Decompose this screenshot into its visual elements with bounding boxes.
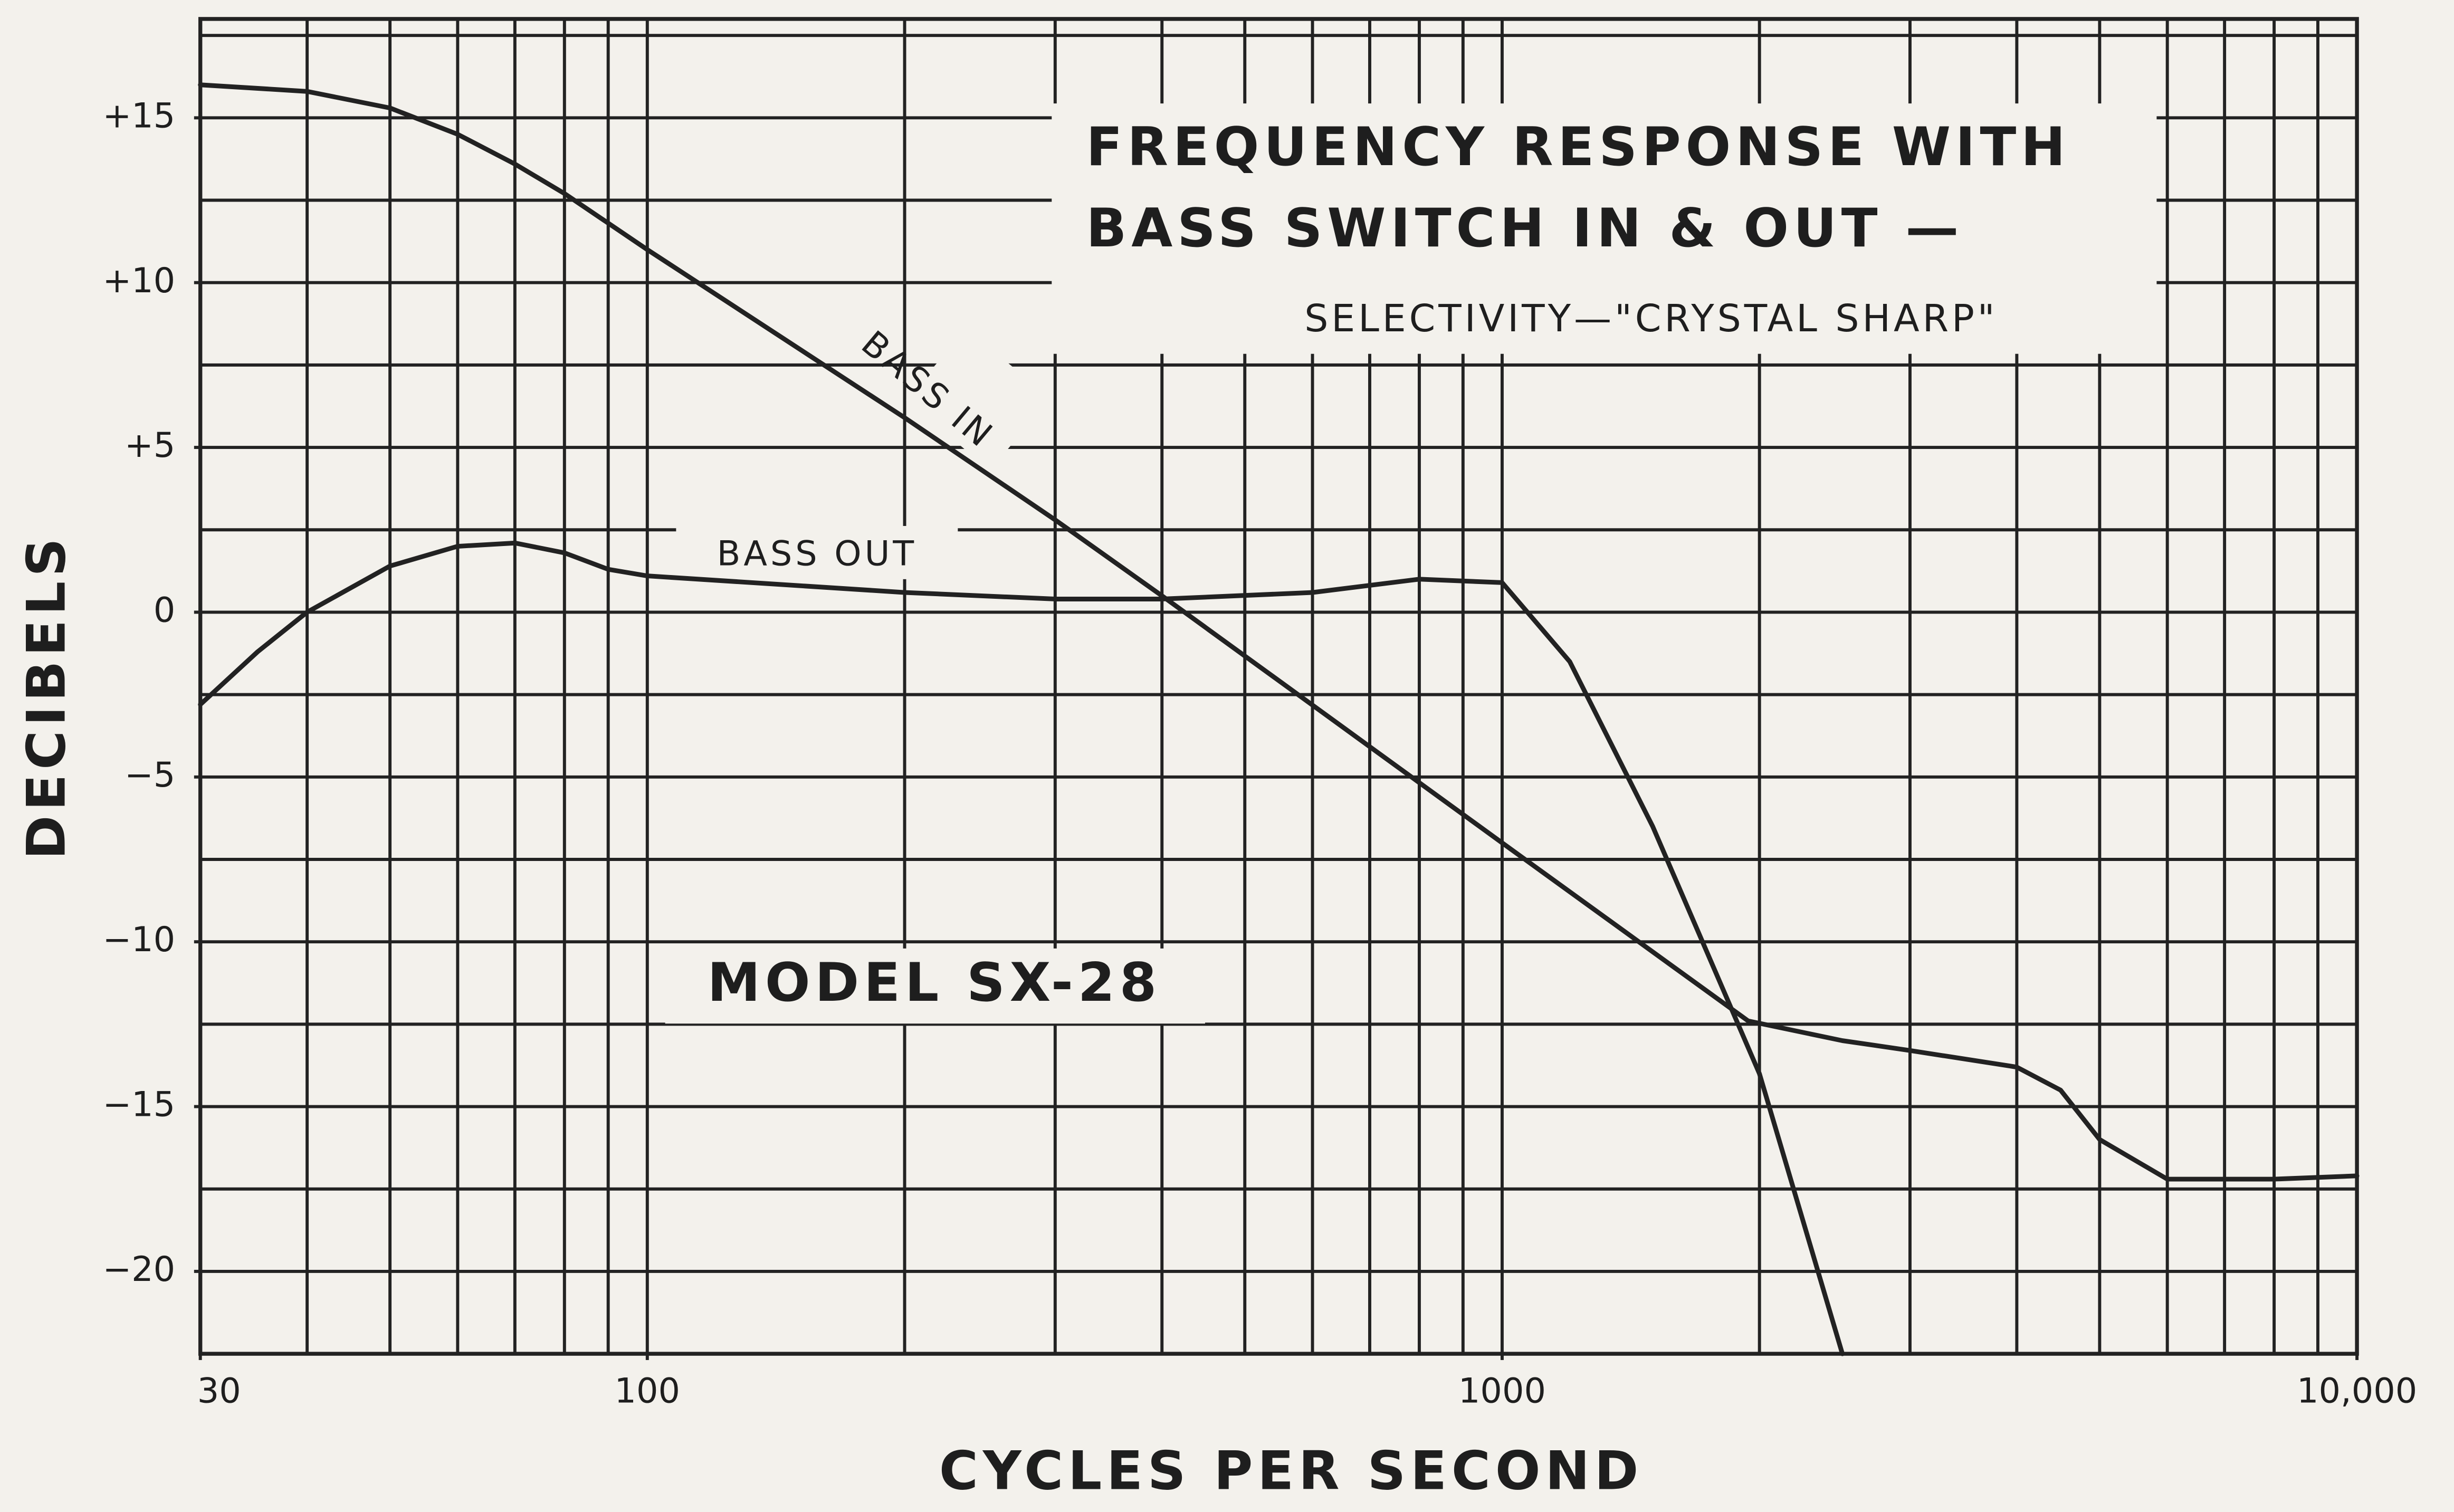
label-box	[676, 525, 958, 579]
label-box	[906, 328, 1051, 471]
chart-title-line2: BASS SWITCH IN & OUT —	[1086, 197, 1964, 259]
y-tick-label: +5	[125, 425, 175, 465]
chart-title: FREQUENCY RESPONSE WITH	[1086, 116, 2070, 178]
y-tick-label: 0	[154, 590, 176, 630]
y-axis-label: DECIBELS	[15, 533, 78, 859]
annotation-box	[665, 948, 1205, 1024]
y-tick-label: +10	[103, 261, 176, 301]
plot	[198, 82, 2360, 1356]
y-tick-label: +15	[103, 95, 176, 136]
annotation: MODEL SX-28	[708, 951, 1161, 1013]
chart-subtitle: SELECTIVITY—"CRYSTAL SHARP"	[1304, 296, 1998, 340]
y-tick-label: −10	[103, 920, 176, 960]
title-box	[1052, 103, 2157, 354]
x-tick-label: 1000	[1458, 1371, 1546, 1411]
y-tick-label: −20	[103, 1249, 176, 1289]
y-tick-label: −5	[125, 755, 175, 795]
x-tick-label: 10,000	[2297, 1371, 2417, 1411]
x-tick-label: 30	[197, 1371, 241, 1411]
x-tick-label: 100	[615, 1371, 681, 1411]
series-label: BASS OUT	[717, 533, 917, 573]
series-line	[198, 540, 1845, 1356]
series-line	[198, 82, 2360, 1182]
y-tick-label: −15	[103, 1085, 176, 1125]
x-axis-label: CYCLES PER SECOND	[939, 1439, 1644, 1501]
